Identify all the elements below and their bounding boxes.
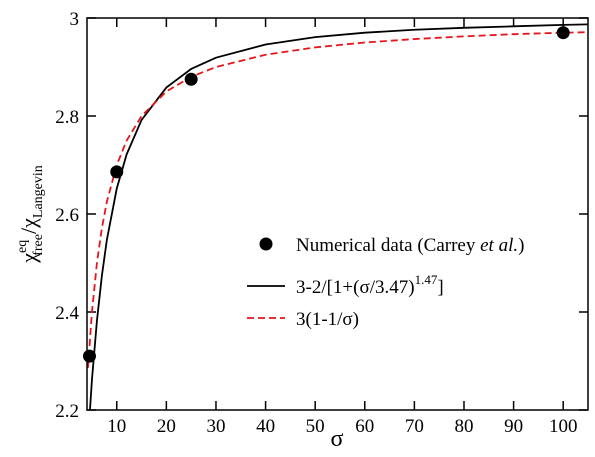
legend-label-part: Numerical data (Carrey [296, 235, 480, 256]
x-tick-label: 40 [256, 416, 275, 437]
data-point [184, 72, 198, 86]
x-tick-label: 30 [206, 416, 225, 437]
x-axis-label: σ [331, 426, 344, 452]
y-label-sub: Langevin [31, 165, 46, 218]
y-tick-label: 2.2 [55, 401, 79, 422]
legend-label-part: 1.47 [415, 272, 438, 287]
data-point [556, 26, 570, 40]
y-label-part: /χ [16, 218, 41, 234]
y-label-sub: free [31, 234, 46, 256]
y-tick-label: 2.4 [55, 303, 79, 324]
y-axis-label: χeqfree/χLangevin [15, 165, 46, 264]
plot-frame [86, 17, 589, 411]
y-tick-label: 3 [70, 9, 80, 30]
legend-label: Numerical data (Carrey et al.) [296, 235, 524, 256]
x-tick-label: 90 [504, 416, 523, 437]
legend-label-part: et al. [480, 235, 518, 256]
y-label-sup: eq [15, 240, 30, 253]
x-tick-label: 60 [355, 416, 374, 437]
x-tick-label: 50 [306, 416, 325, 437]
legend-label-part: 3-2/[1+(σ/3.47) [296, 277, 415, 298]
legend-marker [259, 237, 273, 251]
legend-label: 3-2/[1+(σ/3.47)1.47] [296, 272, 444, 298]
data-point [110, 165, 124, 179]
legend-label: 3(1-1/σ) [296, 309, 359, 330]
data-point [82, 349, 96, 363]
x-tick-label: 10 [107, 416, 126, 437]
x-tick-label: 100 [549, 416, 578, 437]
legend-label-part: 3(1-1/σ) [296, 309, 359, 330]
legend-label-part: ] [437, 277, 443, 298]
x-tick-label: 80 [454, 416, 473, 437]
x-tick-label: 70 [405, 416, 424, 437]
y-tick-label: 2.6 [55, 205, 79, 226]
x-tick-label: 20 [157, 416, 176, 437]
line-series [89, 23, 588, 410]
plot-area [87, 23, 588, 410]
y-tick-label: 2.8 [55, 107, 79, 128]
y-label-part: χ [16, 253, 41, 264]
legend-label-part: ) [518, 235, 524, 256]
